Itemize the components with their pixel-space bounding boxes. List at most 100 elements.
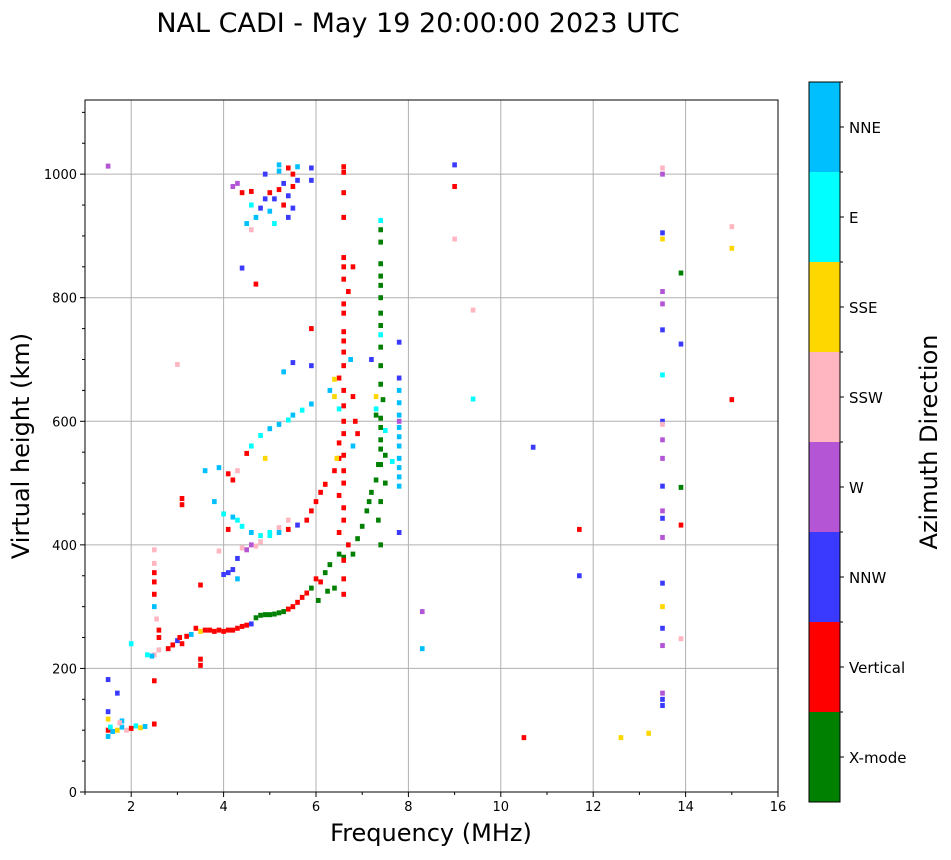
y-tick-label: 0	[69, 786, 77, 801]
data-point-vertical	[341, 338, 347, 344]
data-point-vertical	[151, 570, 157, 576]
data-point-nnw	[258, 205, 263, 211]
data-point-x-mode	[378, 310, 383, 316]
data-point-nnw	[660, 327, 665, 333]
data-point-e	[382, 428, 388, 434]
data-point-x-mode	[382, 452, 388, 458]
colorbar: X-mode Vertical NNW W SSW SSE E NNE	[808, 81, 906, 803]
data-point-vertical	[341, 363, 347, 369]
data-point-vertical	[304, 517, 310, 523]
x-tick-label: 4	[219, 800, 227, 815]
data-point-nnw	[660, 230, 665, 236]
data-point-vertical	[151, 721, 157, 727]
data-point-ssw	[660, 421, 665, 427]
data-point-nne	[396, 465, 402, 471]
data-point-w	[660, 455, 665, 461]
data-point-nne	[202, 468, 208, 474]
data-point-nne	[235, 576, 240, 582]
data-point-nne	[396, 400, 402, 406]
data-point-nne	[110, 728, 116, 734]
data-point-vertical	[341, 468, 347, 474]
data-point-ssw	[154, 616, 159, 622]
data-point-w	[660, 690, 665, 696]
data-point-x-mode	[281, 609, 286, 615]
data-point-vertical	[313, 499, 319, 505]
data-point-x-mode	[378, 344, 383, 350]
data-point-vertical	[352, 418, 358, 424]
data-point-w	[230, 184, 236, 189]
data-point-x-mode	[378, 415, 383, 421]
data-point-w	[660, 289, 665, 295]
data-point-e	[299, 407, 305, 413]
data-point-nnw	[309, 363, 314, 369]
data-point-sse	[660, 236, 665, 242]
data-point-ssw	[660, 165, 665, 171]
data-point-x-mode	[327, 562, 333, 568]
data-point-e	[235, 517, 240, 523]
data-point-nnw	[678, 341, 684, 347]
data-point-x-mode	[355, 536, 360, 542]
colorbar-tick-label: E	[849, 209, 858, 227]
data-point-sse	[660, 604, 665, 610]
data-point-nnw	[221, 572, 226, 578]
data-point-vertical	[341, 190, 347, 196]
data-point-sse	[729, 245, 735, 251]
data-point-vertical	[225, 627, 231, 633]
data-point-vertical	[341, 169, 347, 175]
data-point-vertical	[309, 508, 314, 514]
data-point-vertical	[341, 557, 347, 563]
data-point-x-mode	[325, 588, 330, 594]
data-point-nne	[396, 455, 402, 461]
data-point-vertical	[341, 517, 347, 523]
data-point-ssw	[175, 361, 180, 367]
data-point-x-mode	[378, 542, 383, 548]
data-point-vertical	[341, 431, 347, 437]
data-point-nnw	[262, 196, 268, 202]
data-point-nne	[188, 631, 194, 637]
data-point-nne	[244, 221, 250, 227]
data-point-sse	[115, 727, 120, 733]
data-point-x-mode	[369, 489, 374, 495]
data-point-ssw	[216, 548, 222, 554]
data-point-vertical	[207, 627, 213, 633]
data-point-vertical	[295, 599, 300, 605]
data-point-w	[244, 547, 250, 553]
data-point-vertical	[341, 310, 347, 316]
y-axis-ticks: 0 200 400 600 800 1000	[44, 111, 85, 801]
data-point-ssw	[151, 547, 157, 553]
data-point-w	[105, 163, 111, 169]
data-point-ssw	[470, 307, 476, 313]
colorbar-segment	[809, 712, 840, 802]
data-point-x-mode	[378, 381, 383, 387]
data-point-nne	[142, 724, 148, 730]
colorbar-tick-label: X-mode	[849, 749, 906, 767]
data-point-vertical	[244, 622, 250, 628]
data-point-nnw	[660, 580, 665, 586]
data-point-vertical	[341, 505, 347, 511]
data-point-nnw	[290, 205, 296, 211]
data-point-vertical	[239, 190, 245, 196]
data-point-e	[108, 724, 113, 730]
data-point-vertical	[105, 727, 111, 733]
data-point-w	[396, 418, 402, 424]
data-point-e	[285, 417, 291, 423]
data-point-e	[249, 443, 254, 449]
data-point-vertical	[299, 594, 305, 600]
data-point-nne	[267, 208, 273, 214]
data-point-vertical	[253, 281, 259, 287]
data-point-vertical	[198, 662, 203, 668]
data-point-sse	[373, 394, 379, 400]
data-point-w	[249, 542, 254, 548]
data-point-vertical	[179, 502, 185, 508]
data-point-vertical	[309, 326, 314, 332]
data-point-vertical	[170, 642, 176, 648]
data-point-nnw	[239, 265, 245, 271]
y-tick-label: 200	[52, 662, 77, 677]
data-point-x-mode	[359, 523, 365, 529]
data-point-x-mode	[267, 612, 273, 618]
x-tick-label: 6	[312, 800, 320, 815]
colorbar-segment	[809, 82, 840, 172]
data-point-e	[128, 641, 134, 647]
chart-title: NAL CADI - May 19 20:00:00 2023 UTC	[156, 8, 679, 39]
